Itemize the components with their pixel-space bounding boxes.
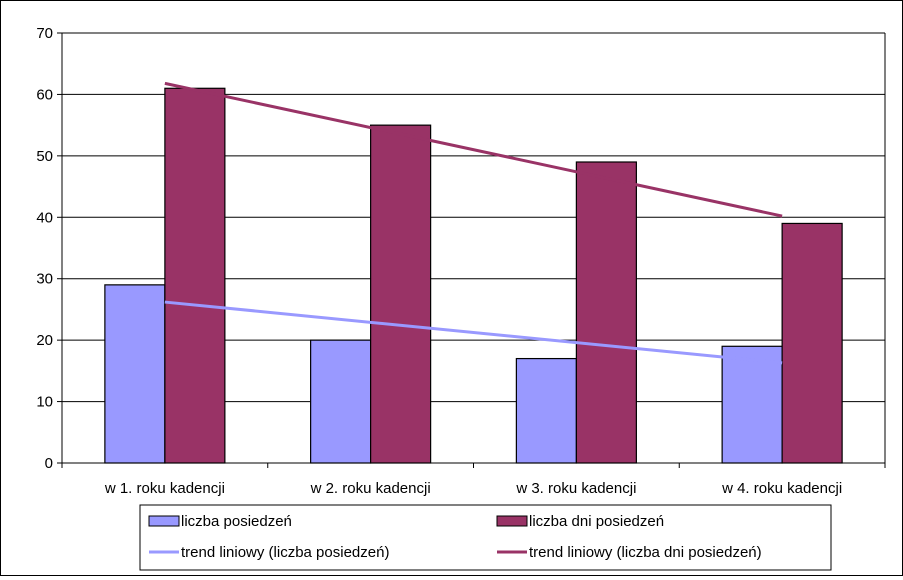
bar-dni-4: [781, 222, 843, 464]
x-tick-label: w 2. roku kadencji: [310, 480, 431, 497]
y-tick-label: 60: [36, 86, 53, 103]
legend-label: trend liniowy (liczba posiedzeń): [181, 544, 389, 561]
bar-posiedzen-4: [721, 345, 783, 464]
axes: 0 10 20 30 40 50 60 70 w 1. roku kadencji w 2. ro…: [36, 25, 886, 497]
y-tick-label: 40: [36, 209, 53, 226]
legend-box: [139, 504, 832, 571]
bar-dni-2: [370, 124, 432, 464]
y-tick-label: 70: [36, 25, 53, 42]
y-tick-label: 50: [36, 148, 53, 165]
bar-posiedzen-2: [310, 339, 372, 464]
bar-dni-3: [575, 161, 637, 464]
y-tick-label: 0: [45, 455, 53, 472]
trendline-dni: [164, 81, 783, 218]
bar-posiedzen-1: [104, 284, 166, 464]
x-tick-label: w 3. roku kadencji: [515, 480, 636, 497]
x-tick-label: w 4. roku kadencji: [721, 480, 842, 497]
trendlines: [164, 81, 783, 365]
legend-swatch-1: [148, 515, 180, 527]
bar-dni-1: [164, 87, 226, 464]
legend: liczba posiedzeń liczba dni posiedzeń tren…: [139, 504, 832, 571]
y-tick-label: 30: [36, 271, 53, 288]
legend-label: liczba posiedzeń: [181, 513, 292, 530]
bars: [104, 87, 843, 464]
legend-label: trend liniowy (liczba dni posiedzeń): [529, 544, 762, 561]
y-tick-label: 10: [36, 394, 53, 411]
y-tick-label: 20: [36, 332, 53, 349]
legend-swatch-2: [496, 515, 528, 527]
trendline-posiedzen: [164, 300, 783, 365]
legend-label: liczba dni posiedzeń: [529, 513, 664, 530]
x-tick-label: w 1. roku kadencji: [104, 480, 225, 497]
bar-posiedzen-3: [515, 357, 577, 464]
